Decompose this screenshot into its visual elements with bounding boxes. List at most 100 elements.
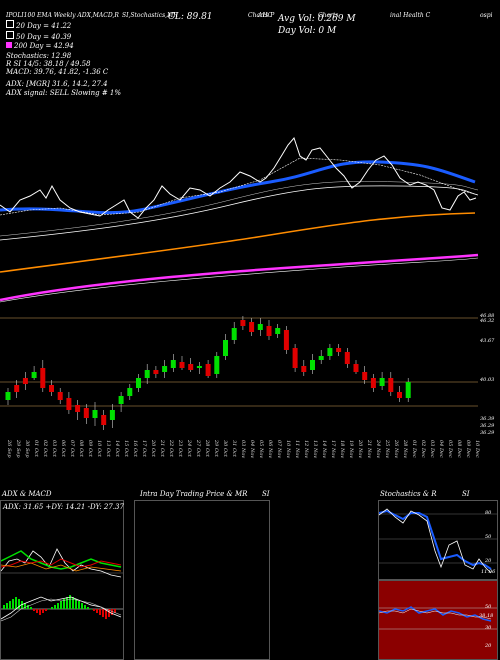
date-label: 27 Oct [195,439,201,458]
date-label: 22 Oct [168,439,174,458]
ema-50-shadow [0,181,479,237]
candle-body [223,340,228,356]
price-axis-label-1: 46.88 [480,313,495,319]
candle-body [283,330,289,350]
candle-body [249,322,255,332]
date-label: 06 Nov [267,440,273,458]
date-label: 15 Oct [123,440,129,458]
date-label: 08 Oct [78,440,84,458]
stoch-k-line [379,509,492,570]
macd-signal-line [1,598,122,622]
date-label: 20 Nov [357,439,363,458]
macd-hist-bar [111,609,113,615]
stoch-axis-20: 20 [485,558,492,564]
date-label: 07 Nov [276,440,282,458]
date-label: 09 Oct [87,440,93,458]
candle-body [22,378,28,384]
candle-body [127,388,133,396]
macd-hist-bar [33,609,35,611]
header-title: IPOLI100 EMA Weekly ADX,MACD,R [6,12,119,19]
macd-hist-bar [63,599,65,609]
date-axis: 26 Sep 29 Sep 30 Sep 01 Oct 02 Oct 03 Oct 06 O… [6,439,480,458]
macd-hist-bar [114,609,116,613]
macd-hist-bar [81,603,83,609]
candle-body [397,392,402,398]
date-label: 02 Dec [420,440,426,458]
date-label: 18 Nov [339,440,345,458]
macd-histogram [3,595,116,619]
adx-values-text: ADX: 31.65 +DY: 14.21 -DY: 27.37 [3,503,124,511]
candle-body [92,410,98,418]
candle-body [336,348,342,352]
macd-hist-bar [12,599,14,609]
macd-hist-bar [93,609,95,611]
ema-100-curve [0,212,476,273]
candle-body [318,356,324,360]
minus-di-line [1,558,122,568]
macd-hist-bar [48,609,50,610]
candle-body [75,405,81,412]
ema-200-curve [0,253,479,302]
date-label: 09 Dec [465,440,471,458]
date-label: 14 Oct [114,440,120,458]
candlestick-series [5,316,411,430]
date-label: 03 Dec [429,440,435,458]
macd-hist-bar [27,605,29,609]
adx-macd-panel: ADX: 31.65 +DY: 14.21 -DY: 27.37 [0,500,124,660]
rsi-readout: R SI 14/5: 38.18 / 49.58 [6,60,91,68]
candle-body [240,320,246,326]
date-label: 13 Nov [312,440,318,458]
rsi-axis-50: 50 [485,604,492,610]
candle-body [188,364,194,370]
date-label: 12 Nov [303,440,309,458]
candle-body [170,360,176,368]
ema-20-curve [0,160,476,215]
date-label: 13 Oct [105,440,111,458]
candle-body [344,352,350,364]
date-label: 26 Sep [6,439,12,458]
date-label: 02 Oct [42,440,48,458]
adx-signal-readout: ADX signal: SELL Slowing # 1% [6,89,122,97]
candle-body [66,398,72,410]
candle-body [310,360,315,370]
macd-hist-bar [102,609,104,617]
ema-200-label: 200 Day = 42.94 [6,42,74,50]
date-label: 03 Nov [240,440,246,458]
candle-body [153,370,159,374]
ema-200-shadow [0,257,479,303]
chart-header-line: IPOLI100 EMA Weekly ADX,MACD,R [6,12,119,19]
candle-body [266,326,272,336]
ema-50-text: 50 Day = 40.39 [16,33,72,41]
date-label: 05 Dec [447,440,453,458]
ema-50-label: 50 Day = 40.39 [6,31,71,41]
candle-body [14,385,20,392]
candle-body [362,372,368,380]
candle-body [31,372,37,378]
date-label: 21 Nov [366,439,372,458]
macd-hist-bar [51,607,53,609]
stoch-panel-title: Stochastics & R [380,490,437,498]
date-label: 24 Nov [375,439,381,458]
candle-body [109,410,115,420]
macd-hist-bar [105,609,107,619]
intraday-panel-si: SI [262,490,270,498]
candle-body [57,392,63,400]
date-label: 04 Nov [249,440,255,458]
ema-20-label: 20 Day = 41.22 [6,20,71,30]
date-label: 17 Oct [141,440,147,458]
date-label: 23 Oct [177,439,183,458]
date-label: 06 Oct [60,440,66,458]
date-label: 01 Oct [33,440,39,458]
candle-body [388,378,394,392]
stoch-axis-50: 50 [485,534,492,540]
close-price: CL: 89.81 [168,12,213,22]
intraday-panel-title: Intra Day Trading Price & MR [140,490,248,498]
date-label: 04 Dec [438,440,444,458]
macd-hist-bar [30,607,32,609]
date-label: 29 Oct [213,439,219,458]
rsi-panel: 50 38.18 30 20 [378,580,498,660]
macd-hist-bar [24,603,26,609]
macd-hist-bar [6,603,8,609]
adx-readout: ADX: [MGR] 31.6, 14.2, 27.4 [6,80,108,88]
price-line [0,137,477,219]
